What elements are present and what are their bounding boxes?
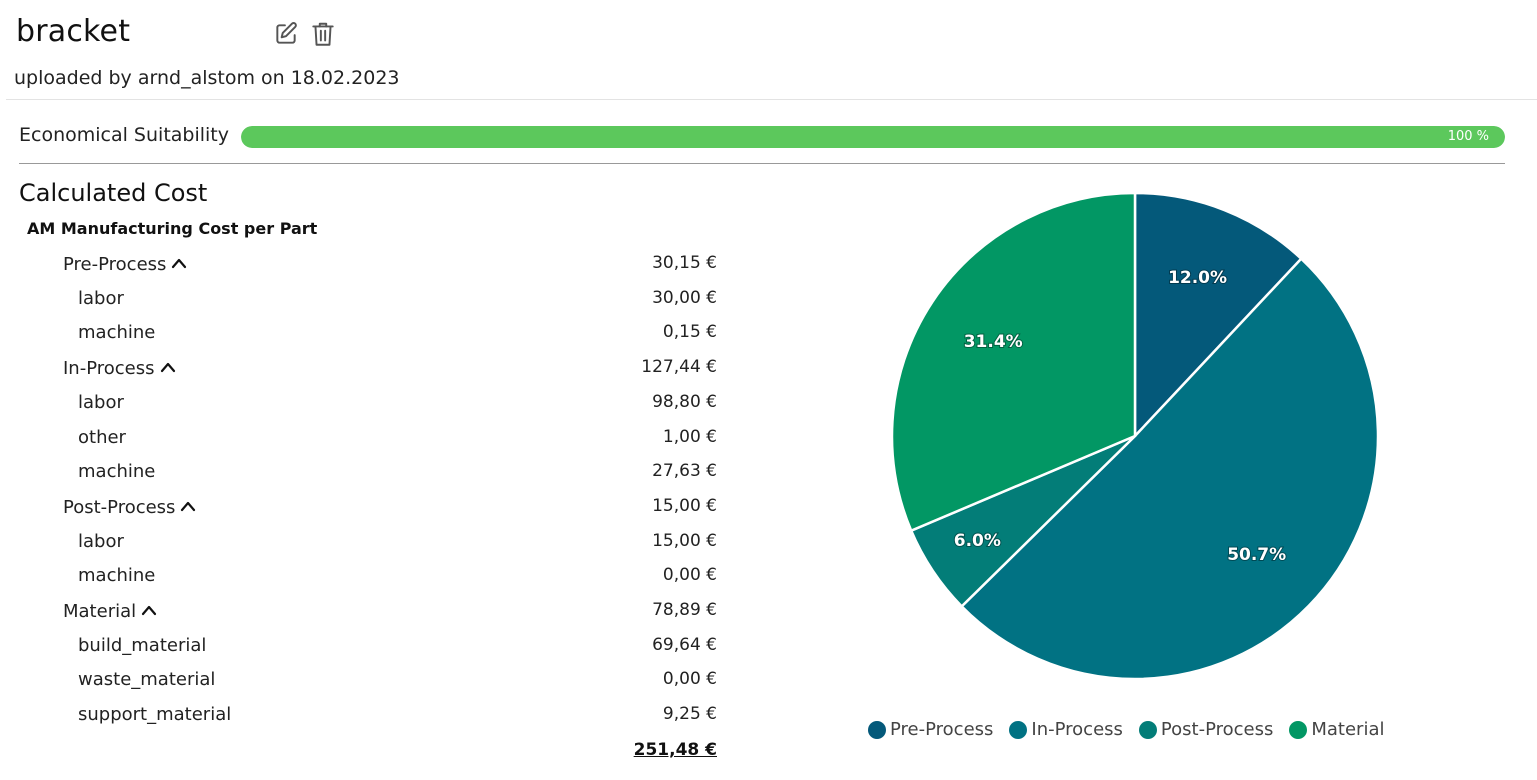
cost-value: 78,89 € [652,600,717,620]
section-divider [19,163,1505,164]
suitability-progress-bar: 100 % [241,126,1505,148]
legend-label: In-Process [1031,719,1123,740]
legend-label: Material [1311,719,1385,740]
legend-swatch [1138,720,1157,739]
cost-value: 98,80 € [652,391,717,412]
cost-item-row: machine 0,15 € [0,322,720,356]
cost-item-row: labor 30,00 € [0,288,720,322]
chevron-up-icon[interactable] [141,600,157,621]
cost-item-row: other 1,00 € [0,427,720,461]
cost-total: 251,48 € [633,740,717,760]
cost-item-label: waste_material [78,669,216,691]
suitability-label: Economical Suitability [19,124,230,146]
pie-slice-pre-process [1133,191,1303,440]
cost-value: 30,00 € [652,287,717,308]
cost-value: 15,00 € [652,530,717,551]
edit-button[interactable] [272,20,300,48]
cost-value: 30,15 € [652,253,717,273]
calculated-cost-title: Calculated Cost [19,179,208,207]
pie-slice-in-process [959,256,1380,681]
chart-legend: Pre-Process In-Process Post-Process Materia… [868,719,1384,740]
cost-item-row: machine 27,63 € [0,461,720,495]
legend-swatch [868,720,886,739]
cost-value: 127,44 € [641,357,717,378]
cost-item-label: labor [78,287,124,309]
legend-swatch [1009,720,1028,739]
cost-group-label: Pre-Process [63,253,187,275]
cost-value: 0,00 € [662,669,717,690]
cost-item-label: labor [78,530,124,552]
legend-item[interactable]: In-Process [1009,719,1123,740]
am-cost-subtitle: AM Manufacturing Cost per Part [27,219,318,238]
legend-item[interactable]: Material [1289,719,1384,740]
cost-item-row: waste_material 0,00 € [0,669,720,703]
cost-item-row: labor 15,00 € [0,531,720,565]
chevron-up-icon[interactable] [160,357,176,378]
cost-item-row: build_material 69,64 € [0,635,720,669]
header-divider [6,99,1537,100]
pie-slice-post-process [909,434,1136,609]
upload-info: uploaded by arnd_alstom on 18.02.2023 [14,67,400,89]
cost-item-label: machine [78,461,156,483]
suitability-percent: 100 % [1447,129,1489,144]
legend-item[interactable]: Pre-Process [868,719,993,740]
legend-swatch [1289,720,1308,739]
chevron-up-icon[interactable] [180,496,196,517]
pie-slice-label: 6.0% [954,531,1001,551]
cost-group-row[interactable]: Post-Process 15,00 € [0,496,720,530]
cost-item-row: machine 0,00 € [0,565,720,599]
cost-value: 27,63 € [652,461,717,482]
cost-group-row[interactable]: Material 78,89 € [0,600,720,634]
pie-slice-label: 31.4% [964,332,1023,352]
cost-item-row: labor 98,80 € [0,392,720,426]
legend-label: Pre-Process [890,719,994,740]
cost-group-label: Post-Process [63,496,196,518]
cost-value: 0,15 € [662,322,717,343]
cost-group-row[interactable]: In-Process 127,44 € [0,357,720,391]
cost-value: 15,00 € [652,495,717,516]
suitability-progress-fill: 100 % [241,126,1505,148]
cost-item-label: other [78,426,126,448]
delete-button[interactable] [309,20,337,48]
cost-value: 9,25 € [662,704,717,725]
cost-value: 0,00 € [662,565,717,586]
pie-slice-label: 12.0% [1168,268,1227,288]
cost-group-row[interactable]: Pre-Process 30,15 € [0,253,720,287]
page-title: bracket [16,14,131,49]
legend-item[interactable]: Post-Process [1138,719,1274,740]
chevron-up-icon[interactable] [171,253,187,274]
cost-value: 69,64 € [652,634,717,655]
pie-slice-label: 50.7% [1227,545,1286,565]
cost-item-label: support_material [78,704,232,726]
cost-item-label: build_material [78,634,207,656]
pie-slice-material [890,191,1137,533]
edit-icon [276,22,297,44]
cost-item-label: machine [78,322,156,344]
cost-item-label: labor [78,391,124,413]
cost-item-label: machine [78,565,156,587]
cost-item-row: support_material 9,25 € [0,704,720,738]
cost-group-label: In-Process [63,357,176,379]
cost-value: 1,00 € [662,426,717,447]
trash-icon [312,22,334,46]
cost-group-label: Material [63,600,157,622]
legend-label: Post-Process [1160,719,1274,740]
